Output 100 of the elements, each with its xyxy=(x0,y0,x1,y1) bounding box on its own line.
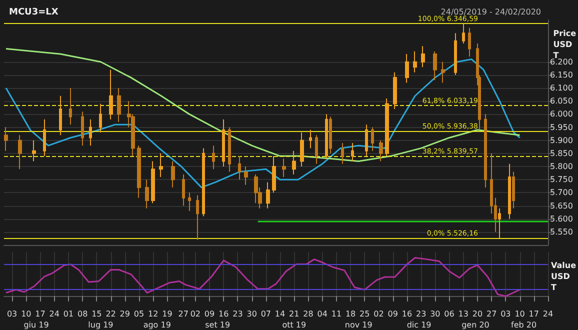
candlestick xyxy=(468,27,471,58)
x-tick-label: 13 xyxy=(458,310,468,318)
x2-tick-label: dic 19 xyxy=(406,320,432,330)
x-tick-label: 11 xyxy=(331,310,342,318)
x2-tick-label: giu 19 xyxy=(24,320,49,330)
candlestick xyxy=(329,116,332,154)
x-tick-label: 16 xyxy=(402,310,412,318)
x-tick-label: 27 xyxy=(178,310,188,318)
candlestick xyxy=(238,156,241,180)
y-tick-label: 5.650 xyxy=(550,201,573,210)
candlestick xyxy=(202,148,205,217)
candlestick xyxy=(484,114,487,188)
x-tick-label: 24 xyxy=(49,310,60,318)
y-tick-label: 5.700 xyxy=(550,188,573,198)
candlestick xyxy=(341,142,344,164)
x-tick-label: 23 xyxy=(232,310,243,318)
chart-title: MCU3=LX xyxy=(9,8,58,18)
x-tick-label: 24 xyxy=(542,310,554,318)
x-tick-label: 10 xyxy=(21,310,32,318)
x-tick-label: 17 xyxy=(528,310,539,318)
candlestick xyxy=(228,126,231,172)
x-tick-label: 01 xyxy=(63,310,74,318)
x-tick-label: 29 xyxy=(120,310,130,318)
x-tick-label: 05 xyxy=(134,310,144,318)
x2-tick-label: set 19 xyxy=(205,320,230,330)
candlestick xyxy=(244,166,248,186)
candlestick xyxy=(18,134,22,170)
y-tick-label: 6.050 xyxy=(550,96,573,106)
candlestick xyxy=(32,140,36,162)
candlestick xyxy=(413,50,417,73)
x-tick-label: 30 xyxy=(246,310,257,318)
x-tick-label: 28 xyxy=(303,310,314,318)
x-tick-label: 09 xyxy=(388,310,398,318)
candlestick xyxy=(272,156,276,194)
candlestick xyxy=(266,182,270,209)
candlestick xyxy=(441,61,445,84)
x2-tick-label: lug 19 xyxy=(88,320,114,330)
candlestick xyxy=(300,132,304,168)
y-tick-label: 5.750 xyxy=(550,175,573,184)
candlestick xyxy=(222,118,225,168)
candlestick xyxy=(462,23,465,44)
candlestick xyxy=(145,179,149,209)
x-tick-label: 12 xyxy=(148,310,158,318)
line-series xyxy=(5,58,521,188)
candlestick xyxy=(109,69,113,120)
x-tick-label: 19 xyxy=(162,310,172,318)
candlestick xyxy=(433,50,437,81)
y-tick-label: 5.550 xyxy=(550,227,573,236)
x-tick-label: 02 xyxy=(374,310,384,318)
x-tick-label: 03 xyxy=(6,310,18,318)
x-tick-label: 15 xyxy=(92,310,102,318)
x-tick-label: 17 xyxy=(35,310,46,318)
x-tick-label: 03 xyxy=(500,310,511,318)
candlestick xyxy=(171,160,175,188)
y-tick-label: 5.600 xyxy=(550,214,573,224)
candlestick xyxy=(137,145,141,198)
x-tick-label: 23 xyxy=(416,310,426,318)
x-tick-label: 08 xyxy=(77,310,88,318)
x2-tick-label: gen 20 xyxy=(462,320,490,330)
candlestick xyxy=(315,134,318,164)
candlestick xyxy=(212,145,215,170)
x-tick-label: 21 xyxy=(289,310,300,318)
x-tick-label: 25 xyxy=(360,310,370,318)
x2-tick-label: feb 20 xyxy=(511,320,537,330)
candlestick xyxy=(454,32,457,76)
y-tick-label: 6.000 xyxy=(550,110,573,119)
y-axis-title: Value USD T xyxy=(550,261,577,292)
candlestick xyxy=(196,194,199,240)
x2-tick-label: ago 19 xyxy=(143,320,171,330)
y-tick-label: 6.100 xyxy=(550,84,573,93)
candlestick xyxy=(159,152,163,178)
candlestick xyxy=(512,171,515,209)
candlestick xyxy=(351,142,354,162)
x2-tick-label: ott 19 xyxy=(282,320,306,330)
candlestick xyxy=(365,124,368,157)
x-tick-label: 27 xyxy=(486,310,497,318)
candlestick xyxy=(325,114,328,160)
candlestick xyxy=(282,158,286,178)
candlestick xyxy=(498,208,501,239)
x-tick-label: 04 xyxy=(317,310,328,318)
y-tick-label: 6.150 xyxy=(550,70,573,80)
candlestick xyxy=(371,126,374,152)
x-tick-label: 14 xyxy=(274,310,286,318)
x-tick-label: 18 xyxy=(345,310,356,318)
candlestick xyxy=(89,118,92,146)
x-tick-label: 10 xyxy=(514,310,525,318)
x-tick-label: 16 xyxy=(218,310,229,318)
candlestick xyxy=(379,140,383,162)
candlestick xyxy=(393,72,397,110)
candlestick xyxy=(385,98,389,157)
candlestick xyxy=(117,88,121,123)
candlestick xyxy=(188,192,191,212)
x-tick-label: 06 xyxy=(444,310,454,318)
y-tick-label: 5.800 xyxy=(550,162,573,172)
x-tick-label: 20 xyxy=(472,310,483,318)
candlestick xyxy=(508,163,511,220)
candlestick xyxy=(405,54,409,84)
x-tick-label: 22 xyxy=(106,310,116,318)
candlestick xyxy=(182,174,185,206)
candlestick xyxy=(59,95,62,136)
